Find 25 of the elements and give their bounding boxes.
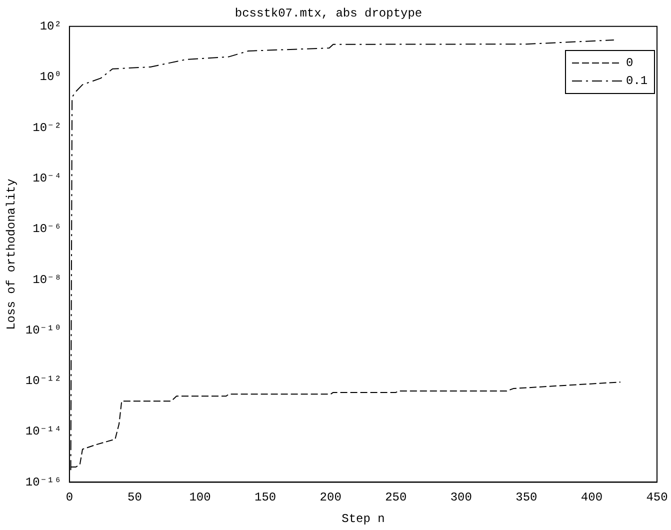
- x-tick-label: 450: [646, 490, 668, 505]
- x-tick-label: 350: [516, 490, 538, 505]
- x-tick-label: 200: [320, 490, 342, 505]
- y-tick-label: 10⁻¹⁰: [25, 323, 62, 338]
- chart-title: bcsstk07.mtx, abs droptype: [234, 6, 422, 20]
- y-tick-label: 10⁻⁴: [32, 172, 62, 186]
- x-tick-label: 100: [189, 490, 211, 505]
- x-tick-label: 250: [385, 490, 407, 505]
- y-tick-label: 10⁻¹²: [25, 374, 62, 388]
- x-axis-title: Step n: [342, 512, 385, 526]
- legend-label: 0.1: [626, 74, 648, 88]
- legend-label: 0: [626, 56, 634, 70]
- y-tick-label: 10⁻²: [32, 120, 62, 135]
- x-tick-label: 0: [66, 490, 74, 505]
- y-tick-label: 10⁻⁸: [32, 272, 62, 287]
- y-tick-label: 10²: [40, 20, 62, 34]
- y-tick-label: 10⁻⁶: [32, 222, 62, 236]
- x-tick-label: 300: [450, 490, 472, 505]
- y-tick-label: 10⁻¹⁶: [25, 475, 62, 490]
- y-tick-label: 10⁰: [40, 70, 62, 84]
- y-axis-title: Loss of orthodonality: [4, 178, 18, 330]
- x-tick-label: 400: [580, 490, 603, 505]
- y-tick-label: 10⁻¹⁴: [25, 424, 62, 439]
- x-tick-label: 150: [254, 490, 276, 505]
- x-tick-label: 50: [128, 490, 142, 505]
